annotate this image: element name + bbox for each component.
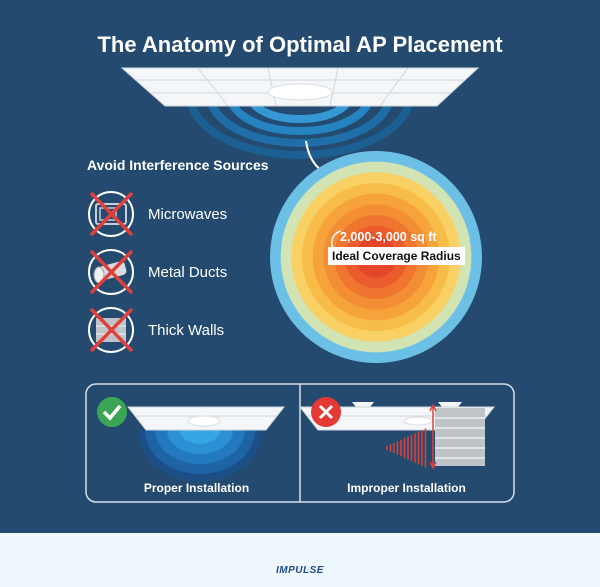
- proper-installation-label: Proper Installation: [143, 481, 250, 495]
- interference-item-metal-ducts: Metal Ducts: [148, 264, 228, 281]
- check-icon: [97, 397, 127, 427]
- page-title: The Anatomy of Optimal AP Placement: [97, 32, 503, 57]
- interference-item-microwaves: Microwaves: [148, 206, 228, 223]
- brand-logo-text: IMPULSE: [276, 565, 324, 576]
- microwave-icon: [88, 191, 134, 237]
- improper-installation-label: Improper Installation: [347, 481, 466, 495]
- coverage-area: 2,000-3,000 sq ft: [340, 230, 437, 244]
- ceiling-panel: [120, 67, 480, 107]
- brick-wall: [435, 408, 485, 466]
- blocked-signal-lines: [386, 428, 427, 468]
- interference-item-thick-walls: Thick Walls: [148, 322, 225, 339]
- coverage-label: Ideal Coverage Radius: [328, 247, 465, 265]
- proper-waves: [137, 430, 263, 482]
- footer: [0, 533, 600, 587]
- brick-wall-icon: [88, 307, 134, 353]
- interference-heading: Avoid Interference Sources: [87, 157, 269, 173]
- metal-duct-icon: [88, 249, 134, 295]
- coverage-arc-icon: [331, 230, 342, 249]
